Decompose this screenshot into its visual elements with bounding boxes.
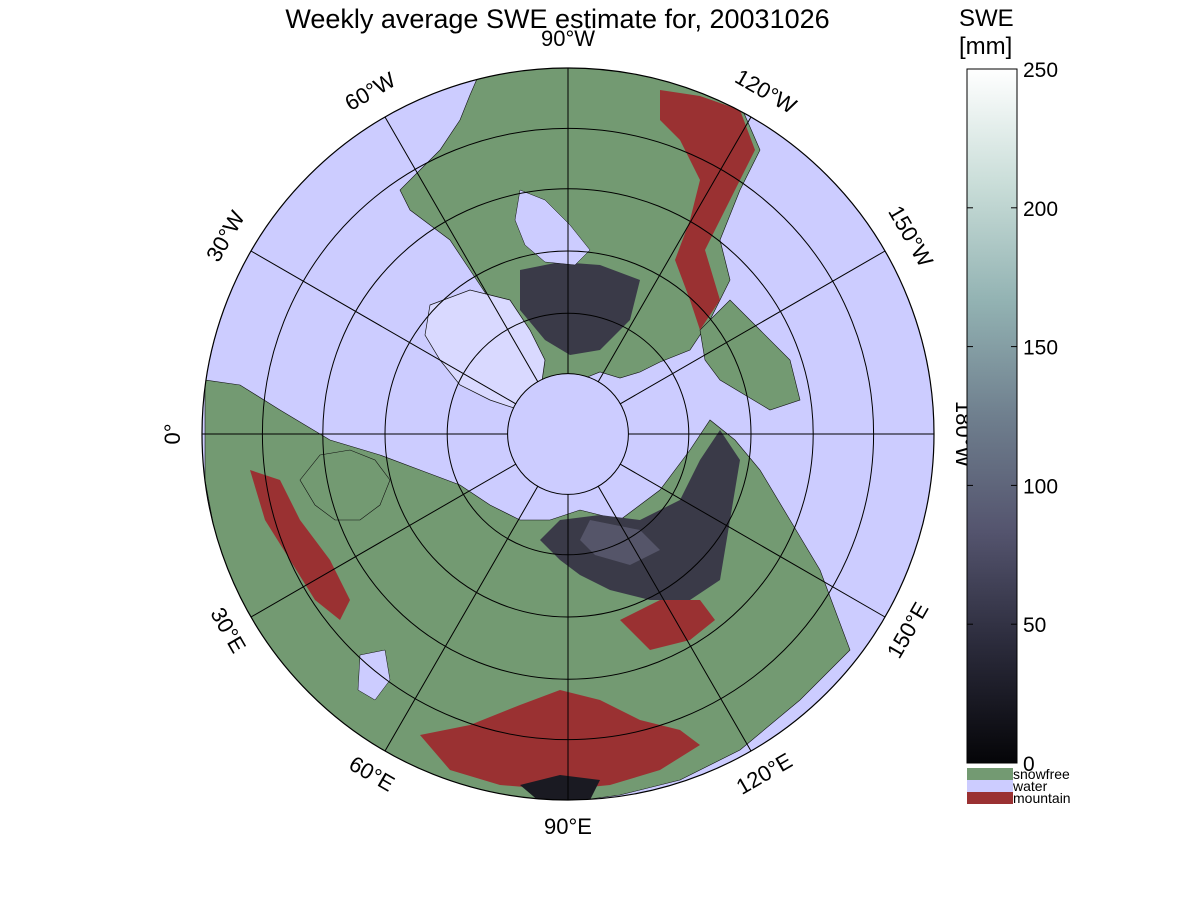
longitude-label: 90°W [541, 26, 595, 51]
alaska-landmass [699, 299, 801, 411]
meridian-line [620, 250, 886, 405]
colorbar-label-line1: SWE [959, 5, 1014, 32]
caspian-sea [357, 649, 391, 701]
colorbar [966, 68, 1018, 764]
meridian-line [384, 116, 539, 382]
meridian-line [597, 486, 752, 752]
legend-label-snowfree: snowfree [1013, 766, 1070, 782]
colorbar-tick-label: 100 [1023, 475, 1058, 498]
colorbar-tick-label: 250 [1023, 59, 1058, 82]
graticule [202, 68, 934, 800]
legend-label-water: water [1012, 778, 1048, 794]
legend-swatch-snowfree [967, 768, 1013, 780]
colorbar-ticks: 0 50 100 150 200 250 [967, 59, 1058, 776]
colorbar-tick-label: 200 [1023, 198, 1058, 221]
meridian-line [250, 463, 516, 618]
longitude-label: 60°W [341, 67, 400, 116]
legend-label-mountain: mountain [1013, 790, 1071, 806]
colorbar-tick-label: 50 [1023, 614, 1046, 637]
land-layer [204, 68, 851, 800]
arctic-ocean-cap [508, 374, 628, 494]
canadian-arctic-water [514, 189, 591, 266]
longitude-label: 90°E [544, 814, 592, 839]
rockies-mountain [660, 90, 755, 330]
legend-swatch-water [967, 780, 1013, 792]
meridian-line [250, 250, 516, 405]
tibet-snow [520, 775, 600, 800]
meridian-line [597, 116, 752, 382]
longitude-label: 60°E [345, 751, 399, 797]
arctic-archipelago-snow [520, 262, 640, 355]
longitude-label: 150°W [883, 201, 938, 271]
siberia-snow [540, 430, 740, 600]
legend-swatch-mountain [967, 792, 1013, 804]
scandinavia [299, 449, 391, 521]
map-title: Weekly average SWE estimate for, 2003102… [285, 4, 830, 34]
colorbar-label-line2: [mm] [959, 33, 1013, 60]
longitude-label: 30°W [201, 206, 250, 265]
colorbar-tick-label: 0 [1023, 753, 1035, 776]
meridian-line [384, 486, 539, 752]
longitude-label: 0° [160, 423, 185, 444]
ural-mountain [250, 470, 350, 620]
meridian-line [620, 463, 886, 618]
himalaya-mountain [420, 690, 700, 790]
central-asia-mountain [620, 600, 715, 650]
colorbar-tick-label: 150 [1023, 337, 1058, 360]
longitude-label: 120°W [731, 64, 801, 119]
longitude-label: 30°E [205, 603, 251, 657]
map-border [201, 67, 935, 801]
